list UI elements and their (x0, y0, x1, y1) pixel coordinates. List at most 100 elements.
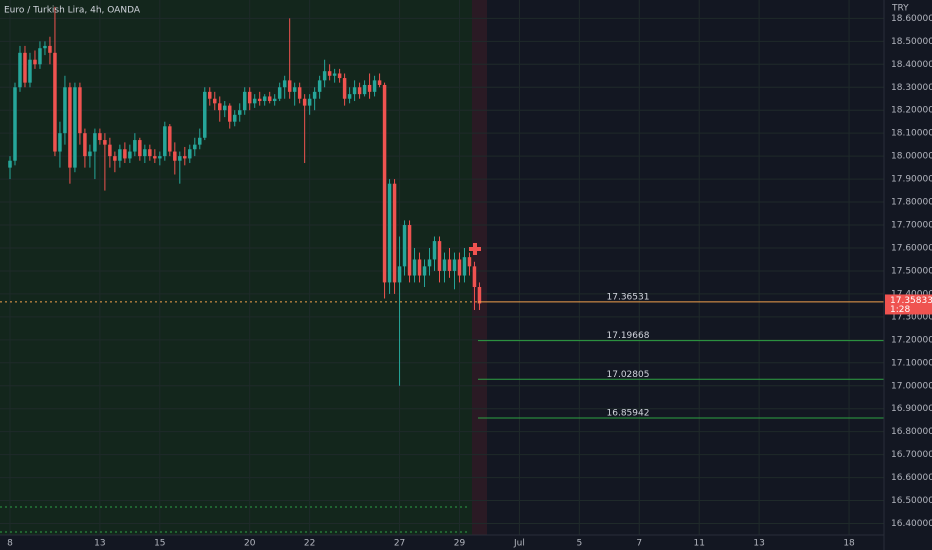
candle-body (372, 80, 377, 92)
candle-body (382, 84, 387, 283)
candle-body (332, 73, 337, 76)
candle-body (222, 105, 227, 111)
candle-body (198, 137, 202, 145)
plot: 17.36531 17.19668 17.02805 16.85942 (0, 6, 884, 419)
candle-body (287, 80, 292, 92)
candle-body (342, 78, 347, 99)
candle-body (88, 151, 92, 157)
y-tick-label: 17.90000 (891, 175, 932, 185)
candle-body (93, 133, 97, 152)
y-tick-label: 18.10000 (891, 129, 932, 139)
candle-body (402, 225, 407, 267)
y-tick-label: 17.50000 (891, 266, 932, 276)
x-tick-label: Jul (513, 539, 525, 549)
y-tick-label: 18.30000 (891, 83, 932, 93)
candle-body (83, 133, 87, 157)
y-tick-label: 17.80000 (891, 198, 932, 208)
grid (0, 0, 884, 535)
candle-body (153, 156, 157, 159)
candle-body (8, 160, 12, 168)
candle-body (18, 52, 22, 88)
candle-body (442, 259, 447, 271)
candle-body (108, 144, 112, 157)
candle-body (282, 80, 287, 88)
candle-body (237, 110, 242, 115)
candle-body (272, 98, 277, 102)
red-zone (472, 0, 487, 535)
candle-body (128, 151, 132, 159)
candle-body (103, 140, 107, 145)
level-label: 17.02805 (607, 370, 650, 380)
candle-body (302, 98, 307, 106)
candle-body (457, 259, 462, 276)
candle-body (387, 183, 392, 283)
candle-body (23, 52, 27, 83)
candle-body (357, 87, 362, 95)
candle-body (257, 98, 262, 102)
candle-body (407, 225, 412, 276)
candle-body (193, 144, 197, 150)
candle-body (13, 87, 17, 161)
countdown-label: 1:28 (890, 305, 910, 315)
candle-body (242, 91, 247, 111)
level-label: 17.19668 (607, 331, 650, 341)
y-tick-label: 17.40000 (891, 289, 932, 299)
candle-body (262, 96, 267, 102)
candle-body (462, 257, 467, 276)
candle-body (148, 149, 152, 157)
candle-body (33, 59, 37, 65)
candle-body (28, 59, 32, 83)
candle-body (118, 149, 122, 161)
x-tick-label: 13 (94, 539, 105, 549)
candle-body (277, 87, 282, 99)
y-tick-label: 17.60000 (891, 243, 932, 253)
last-price-box (885, 294, 932, 315)
y-tick-label: 16.80000 (891, 427, 932, 437)
chart-title: Euro / Turkish Lira, 4h, OANDA (4, 6, 141, 16)
y-tick-label: 18.20000 (891, 106, 932, 116)
x-tick-label: 29 (454, 539, 466, 549)
y-tick-label: 16.50000 (891, 496, 932, 506)
y-tick-label: 18.00000 (891, 152, 932, 162)
candle-body (327, 71, 332, 76)
candle-body (113, 156, 117, 161)
candle-body (78, 87, 82, 134)
candle-body (143, 149, 147, 157)
candle-body (173, 151, 177, 161)
candle-body (218, 103, 222, 111)
candle-body (437, 241, 442, 271)
candle-body (158, 156, 162, 159)
candle-body (168, 126, 172, 152)
candle-body (452, 259, 457, 271)
level-label: 16.85942 (607, 409, 650, 419)
y-tick-label: 18.60000 (891, 14, 932, 24)
candle-body (432, 241, 437, 260)
x-tick-label: 11 (693, 539, 704, 549)
candle-body (133, 140, 137, 152)
candle-body (367, 84, 372, 92)
x-tick-label: 22 (304, 539, 315, 549)
x-tick-label: 15 (154, 539, 165, 549)
candle-body (417, 259, 422, 276)
y-tick-label: 16.40000 (891, 519, 932, 529)
candle-body (53, 52, 57, 152)
price-axis (884, 0, 932, 550)
candle-body (397, 266, 402, 283)
candle-body (213, 98, 217, 104)
candle-body (322, 71, 327, 81)
candle-body (247, 91, 252, 104)
y-tick-label: 16.60000 (891, 473, 932, 483)
candle-body (292, 87, 297, 92)
candle-body (392, 183, 397, 283)
candle-body (422, 266, 427, 276)
candle-body (98, 133, 102, 141)
candle-body (178, 156, 182, 161)
candle-body (352, 87, 357, 95)
candle-body (208, 91, 212, 99)
candle-body (38, 48, 42, 65)
y-tick-label: 17.10000 (891, 358, 932, 368)
x-tick-label: 7 (636, 539, 642, 549)
x-tick-label: 8 (7, 539, 13, 549)
level-label: 17.36531 (607, 292, 650, 302)
